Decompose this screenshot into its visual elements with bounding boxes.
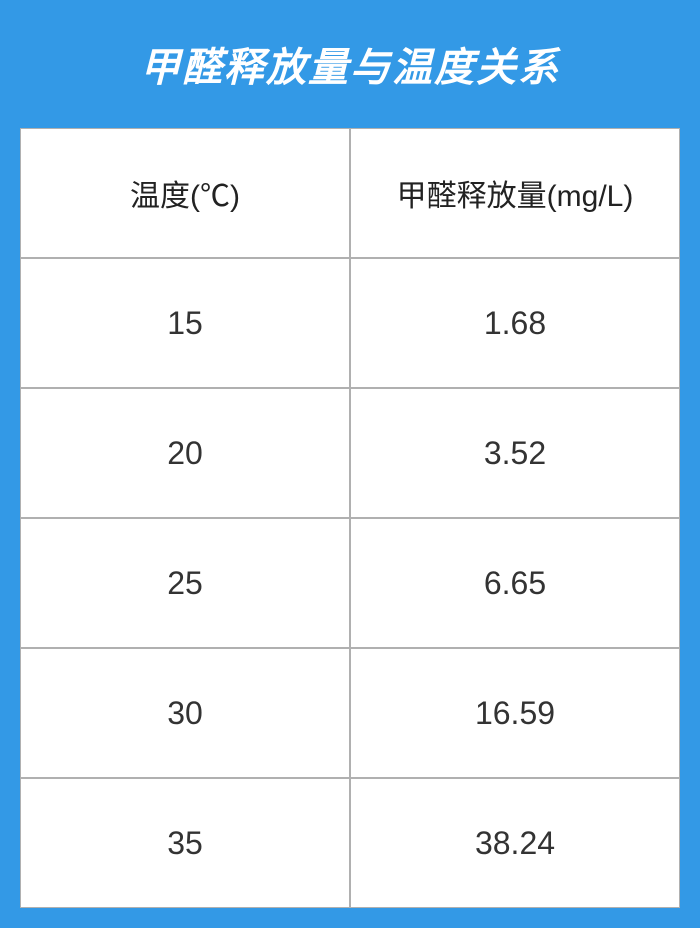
table-row: 15 1.68 [20,258,680,388]
table-header-row: 温度(℃) 甲醛释放量(mg/L) [20,128,680,258]
cell-emission: 1.68 [350,258,680,388]
table-row: 30 16.59 [20,648,680,778]
page-title: 甲醛释放量与温度关系 [0,0,700,128]
table-row: 20 3.52 [20,388,680,518]
cell-temperature: 35 [20,778,350,908]
cell-temperature: 20 [20,388,350,518]
cell-emission: 6.65 [350,518,680,648]
column-header-temperature: 温度(℃) [20,128,350,258]
cell-emission: 38.24 [350,778,680,908]
cell-temperature: 15 [20,258,350,388]
cell-emission: 3.52 [350,388,680,518]
cell-emission: 16.59 [350,648,680,778]
data-table: 温度(℃) 甲醛释放量(mg/L) 15 1.68 20 3.52 25 6.6… [0,128,700,928]
cell-temperature: 25 [20,518,350,648]
cell-temperature: 30 [20,648,350,778]
table-row: 25 6.65 [20,518,680,648]
table-row: 35 38.24 [20,778,680,908]
column-header-emission: 甲醛释放量(mg/L) [350,128,680,258]
